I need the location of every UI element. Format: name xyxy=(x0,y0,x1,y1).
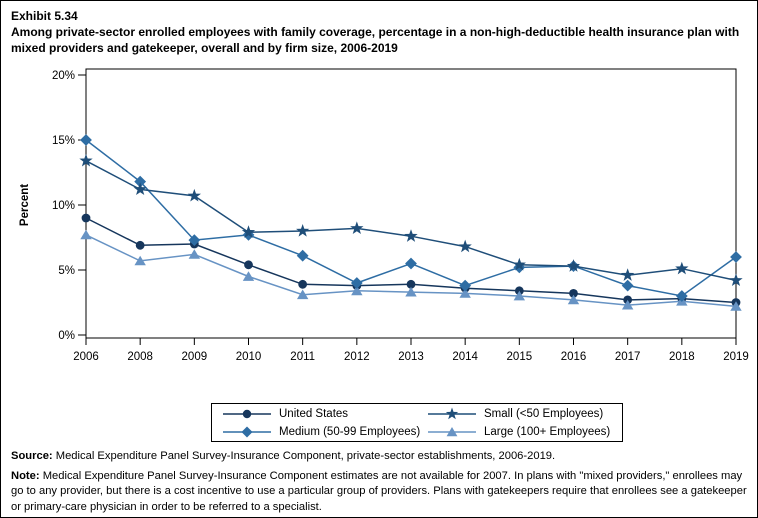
chart-legend: United States Small (<50 Employees) Medium… xyxy=(211,403,623,442)
star-marker-icon xyxy=(445,407,459,419)
data-point-united-states xyxy=(298,279,308,289)
data-point-small-50-employees xyxy=(187,188,201,202)
exhibit-number: Exhibit 5.34 xyxy=(11,9,78,23)
legend-item-small-50-employees: Small (<50 Employees) xyxy=(427,405,622,422)
data-point-large-100-employees xyxy=(621,299,634,310)
data-point-large-100-employees xyxy=(513,290,526,301)
legend-label: United States xyxy=(279,407,349,420)
data-point-medium-50-99-employees xyxy=(296,249,309,262)
x-tick-label: 2017 xyxy=(615,351,641,363)
legend-item-large-100-employees: Large (100+ Employees) xyxy=(427,423,622,440)
data-point-medium-50-99-employees xyxy=(459,279,472,292)
x-tick-label: 2008 xyxy=(127,351,153,363)
data-point-small-50-employees xyxy=(729,273,743,287)
x-tick-label: 2011 xyxy=(290,351,315,363)
data-point-united-states xyxy=(569,289,578,298)
legend-marker-diamond-icon xyxy=(223,426,271,437)
data-point-united-states xyxy=(244,260,253,270)
x-tick-label: 2013 xyxy=(398,351,424,363)
y-axis-label: Percent xyxy=(19,184,31,226)
data-point-united-states xyxy=(81,213,91,223)
data-point-large-100-employees xyxy=(567,294,580,305)
source-text: Medical Expenditure Panel Survey-Insuran… xyxy=(55,450,556,462)
data-point-large-100-employees xyxy=(80,229,92,240)
y-tick-label: 15% xyxy=(52,135,75,147)
legend-item-medium-50-99-employees: Medium (50-99 Employees) xyxy=(222,423,427,440)
data-point-medium-50-99-employees xyxy=(405,257,417,270)
legend-label: Large (100+ Employees) xyxy=(484,425,611,438)
legend-marker-star-icon xyxy=(428,407,476,419)
diamond-marker-icon xyxy=(241,426,253,437)
title-block: Exhibit 5.34 Among private-sector enroll… xyxy=(11,8,743,56)
legend-marker-circle-icon xyxy=(223,409,271,418)
data-point-medium-50-99-employees xyxy=(80,134,92,146)
data-point-small-50-employees xyxy=(241,225,256,238)
data-point-small-50-employees xyxy=(512,257,526,271)
data-point-medium-50-99-employees xyxy=(134,175,147,188)
data-point-large-100-employees xyxy=(296,289,309,300)
data-point-medium-50-99-employees xyxy=(188,234,201,246)
x-tick-label: 2019 xyxy=(723,351,749,363)
circle-marker-icon xyxy=(242,409,252,418)
data-point-small-50-employees xyxy=(458,239,472,253)
x-tick-label: 2009 xyxy=(182,351,208,363)
plot-area-border xyxy=(85,68,737,339)
exhibit-title: Among private-sector enrolled employees … xyxy=(11,25,740,55)
source-note: Source: Medical Expenditure Panel Survey… xyxy=(11,449,751,465)
data-point-large-100-employees xyxy=(730,301,742,311)
x-tick-label: 2014 xyxy=(452,351,478,363)
data-point-medium-50-99-employees xyxy=(350,277,363,289)
data-point-united-states xyxy=(135,240,145,250)
data-point-large-100-employees xyxy=(459,288,471,298)
y-tick-label: 10% xyxy=(52,200,75,212)
data-point-small-50-employees xyxy=(404,229,418,242)
data-point-small-50-employees xyxy=(133,182,147,196)
data-point-medium-50-99-employees xyxy=(621,279,634,292)
x-tick-label: 2006 xyxy=(73,351,99,363)
chart-svg: 0% 5% 10% 15% 20% 2006 2008 2009 2010 2011 2012 201… xyxy=(19,68,749,363)
x-tick-label: 2018 xyxy=(669,351,695,363)
data-point-united-states xyxy=(406,279,416,289)
triangle-marker-icon xyxy=(446,426,458,436)
data-point-small-50-employees xyxy=(675,261,689,275)
note-label: Note: xyxy=(11,469,40,482)
data-point-small-50-employees xyxy=(79,153,93,167)
x-tick-label: 2012 xyxy=(344,351,370,363)
data-point-large-100-employees xyxy=(134,255,146,266)
legend-label: Medium (50-99 Employees) xyxy=(279,425,421,438)
data-point-medium-50-99-employees xyxy=(730,251,742,263)
footnotes: Source: Medical Expenditure Panel Survey… xyxy=(11,449,751,517)
series-line-medium-50-99-employees xyxy=(85,139,737,297)
data-point-united-states xyxy=(514,286,524,296)
note-text: Medical Expenditure Panel Survey-Insuran… xyxy=(11,469,747,513)
data-point-large-100-employees xyxy=(405,286,417,297)
x-tick-label: 2016 xyxy=(561,351,587,363)
y-tick-label: 5% xyxy=(58,265,75,277)
data-point-small-50-employees xyxy=(621,268,635,281)
data-point-large-100-employees xyxy=(242,271,255,281)
data-point-medium-50-99-employees xyxy=(675,290,688,302)
y-tick-label: 20% xyxy=(52,70,75,82)
source-label: Source: xyxy=(11,450,53,462)
data-point-small-50-employees xyxy=(296,224,310,237)
legend-label: Small (<50 Employees) xyxy=(484,407,604,420)
legend-item-united-states: United States xyxy=(222,405,427,422)
y-tick-label: 0% xyxy=(58,330,75,342)
data-point-large-100-employees xyxy=(351,285,363,296)
legend-marker-triangle-icon xyxy=(428,426,476,436)
x-tick-label: 2010 xyxy=(236,351,262,363)
method-note: Note: Medical Expenditure Panel Survey-I… xyxy=(11,469,751,516)
data-point-small-50-employees xyxy=(350,221,364,235)
x-tick-label: 2015 xyxy=(507,351,533,363)
data-point-united-states xyxy=(623,295,633,305)
data-point-small-50-employees xyxy=(566,259,581,272)
data-point-large-100-employees xyxy=(188,249,201,259)
